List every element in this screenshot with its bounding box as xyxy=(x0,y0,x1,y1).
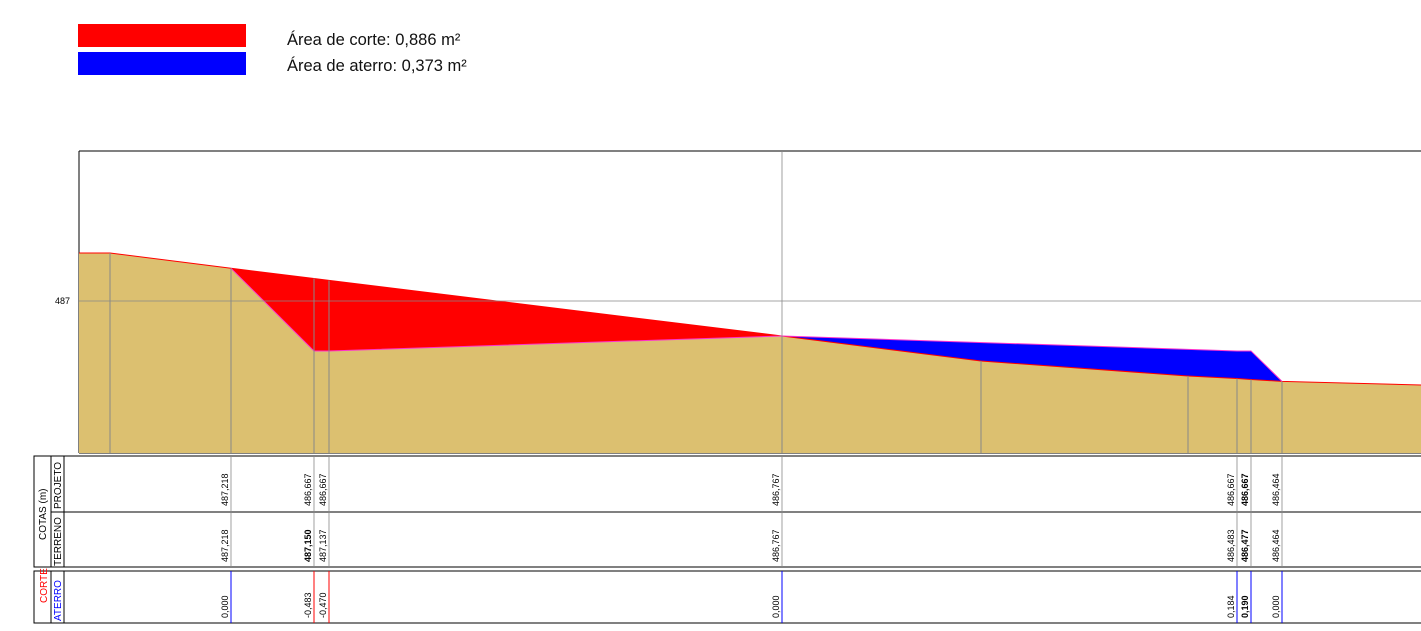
legend-aterro-label: Área de aterro: 0,373 m² xyxy=(287,57,467,75)
terreno-row-label: TERRENO xyxy=(53,517,64,566)
legend-aterro-swatch xyxy=(78,52,246,75)
terrain-line xyxy=(79,252,1421,386)
corte-row-label: CORTE xyxy=(39,568,50,603)
terreno-value: 487,218 xyxy=(220,529,230,562)
table-cotas-frame xyxy=(33,455,1421,568)
projeto-value: 486,667 xyxy=(318,473,328,506)
corte-aterro-value: 0,190 xyxy=(1240,595,1250,618)
terreno-value: 487,137 xyxy=(318,529,328,562)
projeto-value: 486,767 xyxy=(771,473,781,506)
projeto-value: 486,667 xyxy=(303,473,313,506)
corte-aterro-value: 0,000 xyxy=(1271,595,1281,618)
terreno-value: 486,464 xyxy=(1271,529,1281,562)
table-layer: 487,218 487,218 0,000 486,667 487,150 -0,483 4… xyxy=(220,456,1283,623)
corte-aterro-value: 0,184 xyxy=(1226,595,1236,618)
aterro-area xyxy=(782,335,1282,382)
aterro-row-label: ATERRO xyxy=(53,580,64,621)
corte-aterro-value: -0,483 xyxy=(303,592,313,618)
terreno-value: 486,477 xyxy=(1240,529,1250,562)
table-corte-aterro-frame xyxy=(33,570,1421,624)
terreno-value: 486,767 xyxy=(771,529,781,562)
y-tick-label: 487 xyxy=(55,296,70,306)
projeto-value: 487,218 xyxy=(220,473,230,506)
projeto-row-label: PROJETO xyxy=(53,462,64,509)
legend-corte-swatch xyxy=(78,24,246,47)
terreno-value: 486,483 xyxy=(1226,529,1236,562)
corte-aterro-value: -0,470 xyxy=(318,592,328,618)
corte-area xyxy=(231,268,782,351)
corte-aterro-value: 0,000 xyxy=(771,595,781,618)
projeto-value: 486,667 xyxy=(1240,473,1250,506)
projeto-value: 486,667 xyxy=(1226,473,1236,506)
plot-layer: 487 xyxy=(55,151,1421,453)
terreno-value: 487,150 xyxy=(303,529,313,562)
projeto-value: 486,464 xyxy=(1271,473,1281,506)
corte-aterro-value: 0,000 xyxy=(220,595,230,618)
legend-corte-label: Área de corte: 0,886 m² xyxy=(287,31,461,49)
cotas-header-label: COTAS (m) xyxy=(38,489,49,540)
